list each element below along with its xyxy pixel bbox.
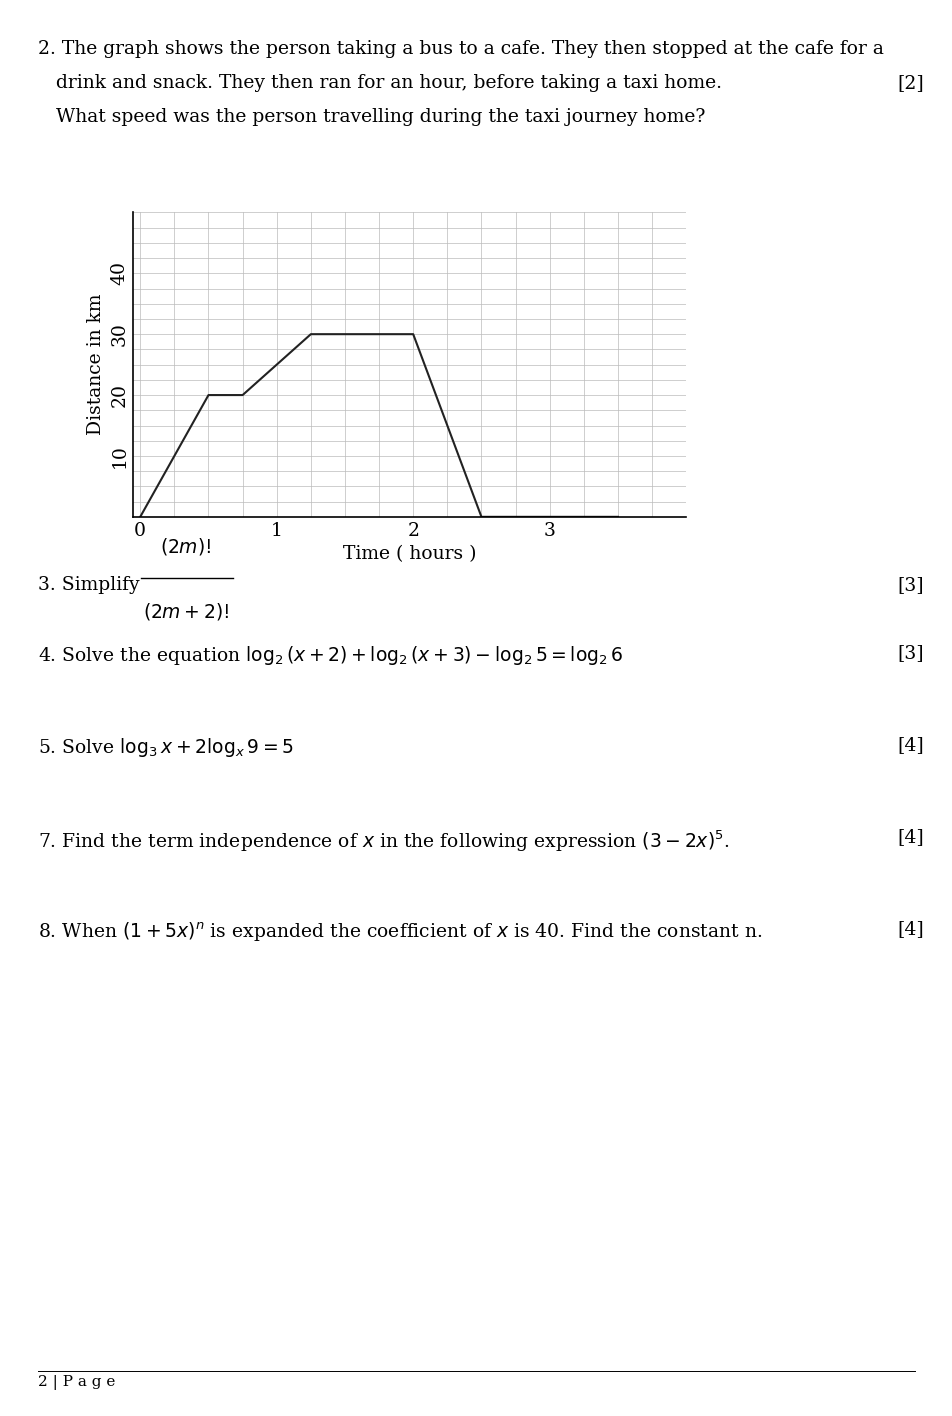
Text: $(2m+2)!$: $(2m+2)!$	[143, 600, 228, 622]
Text: [2]: [2]	[897, 74, 923, 92]
Text: 3. Simplify: 3. Simplify	[38, 576, 146, 595]
X-axis label: Time ( hours ): Time ( hours )	[343, 545, 476, 564]
Text: 4. Solve the equation $\log_2(x + 2) + \log_2(x + 3) - \log_2 5 = \log_2 6$: 4. Solve the equation $\log_2(x + 2) + \…	[38, 644, 623, 667]
Text: $(2m)!$: $(2m)!$	[160, 537, 211, 558]
Text: 8. When $(1 + 5x)^n$ is expanded the coefficient of $x$ is 40. Find the constant: 8. When $(1 + 5x)^n$ is expanded the coe…	[38, 920, 762, 944]
Text: [4]: [4]	[897, 736, 923, 755]
Text: What speed was the person travelling during the taxi journey home?: What speed was the person travelling dur…	[38, 108, 704, 126]
Text: 7. Find the term independence of $x$ in the following expression $(3 - 2x)^5$.: 7. Find the term independence of $x$ in …	[38, 828, 729, 854]
Text: [4]: [4]	[897, 828, 923, 847]
Text: [3]: [3]	[897, 576, 923, 595]
Text: 2 | P a g e: 2 | P a g e	[38, 1375, 115, 1391]
Text: [3]: [3]	[897, 644, 923, 663]
Text: 2. The graph shows the person taking a bus to a cafe. They then stopped at the c: 2. The graph shows the person taking a b…	[38, 40, 883, 58]
Text: 5. Solve $\log_3 x + 2 \log_x 9 = 5$: 5. Solve $\log_3 x + 2 \log_x 9 = 5$	[38, 736, 293, 759]
Y-axis label: Distance in km: Distance in km	[87, 295, 105, 435]
Text: drink and snack. They then ran for an hour, before taking a taxi home.: drink and snack. They then ran for an ho…	[38, 74, 722, 92]
Text: [4]: [4]	[897, 920, 923, 939]
